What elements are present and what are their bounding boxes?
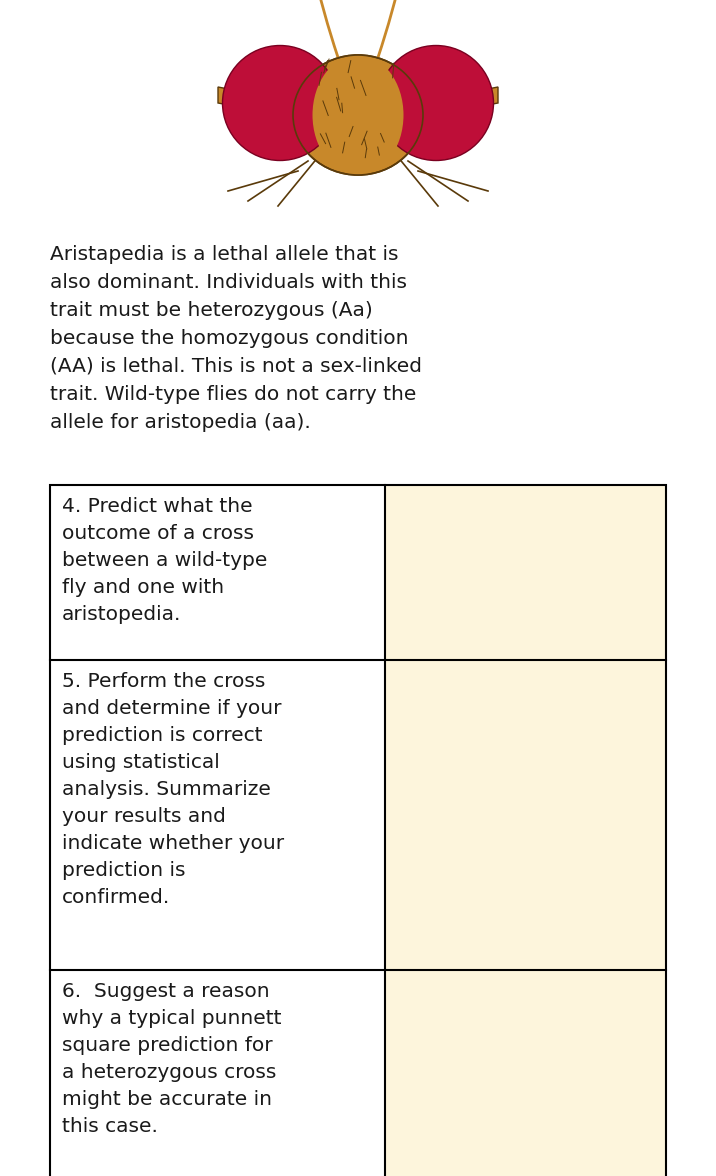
- Text: Aristapedia is a lethal allele that is: Aristapedia is a lethal allele that is: [50, 245, 399, 263]
- Ellipse shape: [293, 55, 423, 175]
- PathPatch shape: [218, 87, 296, 118]
- Text: also dominant. Individuals with this: also dominant. Individuals with this: [50, 273, 407, 292]
- Text: your results and: your results and: [62, 807, 226, 826]
- Ellipse shape: [379, 46, 493, 160]
- Text: fly and one with: fly and one with: [62, 577, 224, 597]
- PathPatch shape: [420, 87, 498, 118]
- Text: outcome of a cross: outcome of a cross: [62, 524, 254, 543]
- Text: analysis. Summarize: analysis. Summarize: [62, 780, 271, 799]
- Text: trait. Wild-type flies do not carry the: trait. Wild-type flies do not carry the: [50, 385, 417, 405]
- Ellipse shape: [223, 46, 337, 160]
- Text: confirmed.: confirmed.: [62, 888, 170, 907]
- Text: 6.  Suggest a reason: 6. Suggest a reason: [62, 982, 270, 1001]
- Text: this case.: this case.: [62, 1117, 158, 1136]
- Text: because the homozygous condition: because the homozygous condition: [50, 329, 409, 348]
- Text: why a typical punnett: why a typical punnett: [62, 1009, 281, 1028]
- Text: trait must be heterozygous (Aa): trait must be heterozygous (Aa): [50, 301, 373, 320]
- Text: 4. Predict what the: 4. Predict what the: [62, 497, 253, 516]
- Text: allele for aristopedia (aa).: allele for aristopedia (aa).: [50, 413, 311, 432]
- Text: a heterozygous cross: a heterozygous cross: [62, 1063, 276, 1082]
- Bar: [385, 660, 666, 970]
- Text: square prediction for: square prediction for: [62, 1036, 273, 1055]
- Bar: [385, 485, 666, 660]
- Text: prediction is: prediction is: [62, 861, 185, 880]
- Bar: [50, 485, 666, 1176]
- Text: using statistical: using statistical: [62, 753, 220, 771]
- Text: (AA) is lethal. This is not a sex-linked: (AA) is lethal. This is not a sex-linked: [50, 358, 422, 376]
- Ellipse shape: [312, 55, 404, 175]
- Text: indicate whether your: indicate whether your: [62, 834, 284, 853]
- Text: between a wild-type: between a wild-type: [62, 552, 267, 570]
- Text: and determine if your: and determine if your: [62, 699, 281, 719]
- Text: might be accurate in: might be accurate in: [62, 1090, 272, 1109]
- Text: aristopedia.: aristopedia.: [62, 604, 181, 624]
- Text: 5. Perform the cross: 5. Perform the cross: [62, 671, 266, 691]
- Bar: [385, 970, 666, 1176]
- Text: prediction is correct: prediction is correct: [62, 726, 263, 746]
